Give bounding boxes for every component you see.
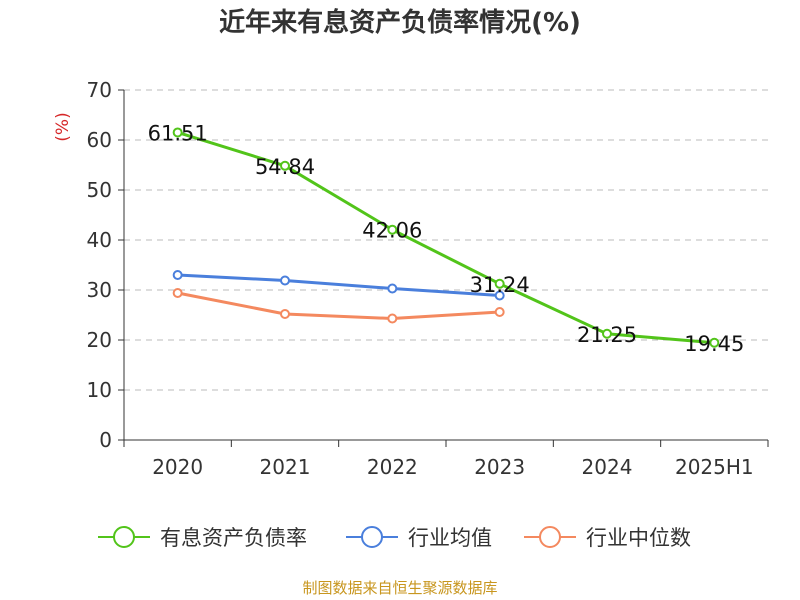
legend-label: 行业中位数 [586, 526, 691, 550]
x-tick-label: 2020 [152, 455, 203, 479]
legend-marker [361, 526, 383, 548]
x-tick-label: 2024 [582, 455, 633, 479]
data-point [172, 127, 183, 138]
x-tick-label: 2022 [367, 455, 418, 479]
grid-lines [124, 89, 768, 391]
y-axis-unit: (%) [53, 112, 73, 141]
x-tick-label: 2025H1 [675, 455, 754, 479]
data-point [280, 275, 290, 286]
legend-label: 行业均值 [408, 526, 492, 550]
source-note: 制图数据来自恒生聚源数据库 [302, 579, 498, 597]
data-point [387, 313, 398, 324]
data-point [387, 224, 398, 235]
legend[interactable]: 有息资产负债率 行业均值 行业中位数 [98, 526, 691, 550]
data-point [494, 307, 505, 317]
series-lines [172, 127, 720, 348]
data-labels: 61.51 54.84 42.06 31.24 21.25 19.45 [148, 121, 745, 355]
data-label: 61.51 [148, 121, 208, 145]
x-tick-label: 2021 [260, 455, 311, 479]
data-point [494, 290, 505, 301]
legend-item[interactable]: 行业中位数 [524, 526, 691, 550]
y-tick-label: 40 [87, 228, 112, 252]
y-tick-label: 70 [87, 78, 112, 102]
legend-marker [539, 526, 561, 548]
data-point [387, 283, 398, 294]
data-point [602, 328, 612, 339]
data-point [280, 160, 290, 171]
y-tick-label: 10 [87, 378, 112, 402]
legend-item[interactable]: 行业均值 [346, 526, 492, 550]
y-tick-label: 50 [87, 178, 112, 202]
data-label: 19.45 [684, 332, 744, 356]
chart-title: 近年来有息资产负债率情况(%) [219, 8, 581, 38]
y-tick-label: 0 [99, 428, 112, 452]
data-point [280, 309, 290, 319]
data-label: 54.84 [255, 155, 315, 179]
data-label: 42.06 [362, 219, 422, 243]
legend-label: 有息资产负债率 [160, 526, 307, 550]
series-line [177, 130, 715, 345]
y-tick-label: 60 [87, 128, 112, 152]
series-line [177, 291, 500, 320]
legend-marker [113, 526, 135, 548]
data-label: 31.24 [470, 273, 530, 297]
data-label: 21.25 [577, 323, 637, 347]
legend-item[interactable]: 有息资产负债率 [98, 526, 307, 550]
x-tick-label: 2023 [474, 455, 525, 479]
series-line [177, 273, 500, 297]
y-tick-label: 30 [87, 278, 112, 302]
data-point [709, 337, 720, 348]
data-point [172, 288, 183, 298]
data-point [172, 270, 183, 280]
axes: 0 10 20 30 40 50 60 70 2020 2021 2022 2023 2024 2025H… [53, 78, 769, 479]
data-point [494, 278, 505, 289]
y-tick-label: 20 [87, 328, 112, 352]
